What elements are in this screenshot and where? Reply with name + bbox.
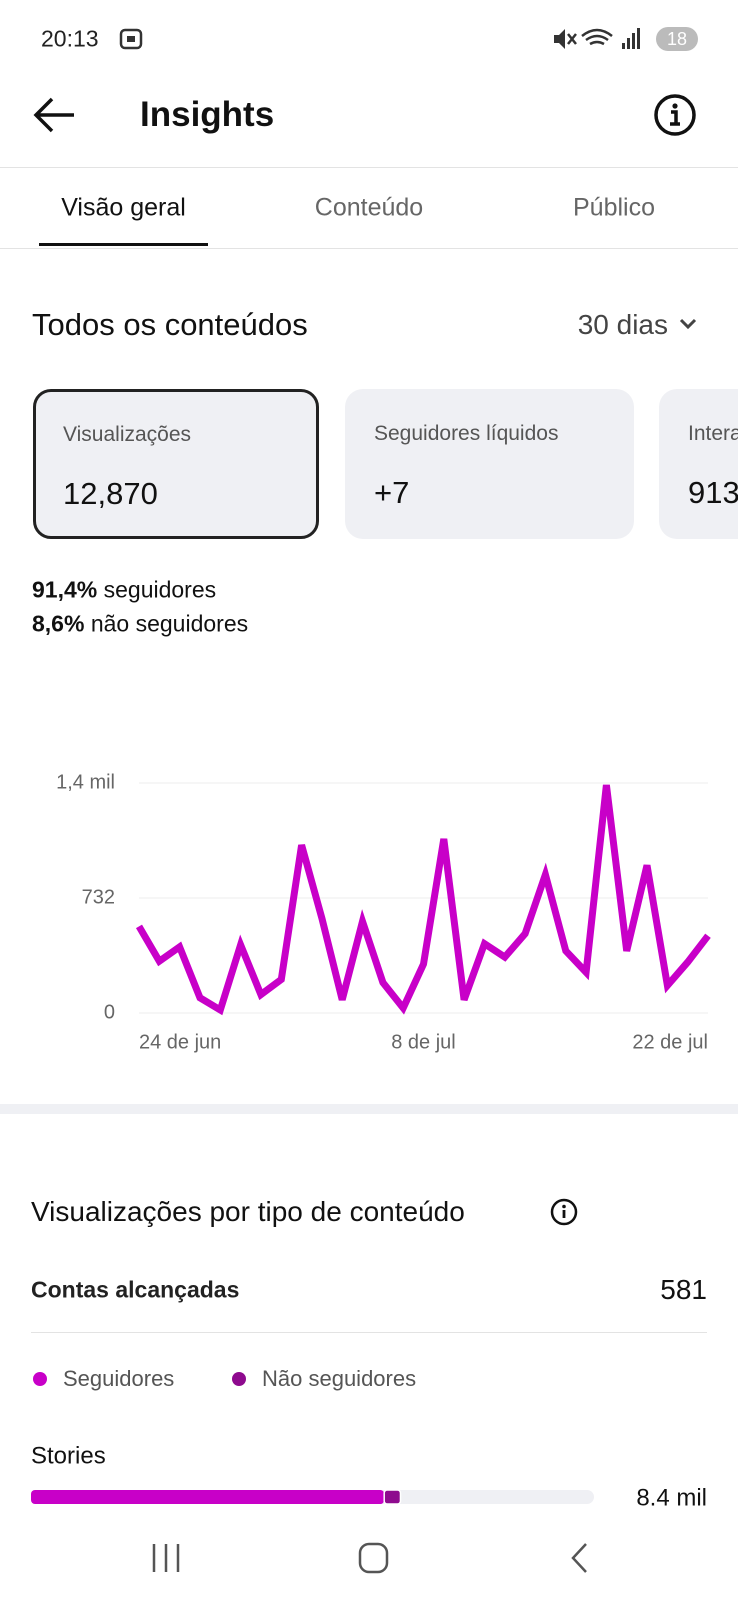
legend-label: Seguidores: [63, 1366, 174, 1391]
x-tick-label: 22 de jul: [632, 1031, 708, 1053]
period-selector[interactable]: 30 dias: [577, 309, 668, 340]
reach-label: Contas alcançadas: [31, 1276, 240, 1303]
audience-label: não seguidores: [90, 610, 249, 637]
legend-dot: [232, 1372, 246, 1386]
line-chart: 0 732 1,4 mil 24 de jun 8 de jul 22 de jul: [56, 771, 711, 1053]
tab[interactable]: Público: [573, 193, 655, 222]
card-value: +7: [374, 475, 410, 510]
battery: 18: [656, 27, 698, 51]
back-nav-button[interactable]: [571, 1543, 587, 1573]
status-icons: [554, 28, 640, 49]
bar-segment: [31, 1490, 385, 1504]
card-value: 12,870: [63, 476, 158, 511]
section-separator: [0, 1104, 738, 1114]
tab-active[interactable]: Visão geral: [61, 193, 186, 222]
tab-indicator: [39, 243, 208, 246]
home-button[interactable]: [358, 1542, 389, 1574]
audience-line: 8,6% não seguidores: [32, 611, 248, 638]
legend-label: Não seguidores: [262, 1366, 416, 1391]
category-label: Stories: [31, 1442, 106, 1469]
card-label: Seguidores líquidos: [374, 422, 559, 445]
nav-bar: [152, 1542, 587, 1574]
section-title: Todos os conteúdos: [32, 307, 308, 342]
card-label: Interações: [688, 422, 738, 445]
card-label: Visualizações: [63, 423, 192, 446]
total-label: 8.4 mil: [636, 1484, 707, 1511]
percent: 8,6%: [32, 610, 85, 637]
metric-card[interactable]: Seguidores líquidos +7: [345, 389, 634, 539]
breakdown-title: Visualizações por tipo de conteúdo: [31, 1196, 465, 1227]
legend-dot: [33, 1372, 47, 1386]
metric-card[interactable]: Interações 913: [659, 389, 738, 539]
recents-button[interactable]: [152, 1544, 180, 1572]
y-tick-label: 732: [82, 886, 115, 908]
screenshot-icon: [119, 28, 143, 50]
page-title: Insights: [140, 95, 275, 134]
y-tick-label: 0: [104, 1001, 115, 1023]
percent: 91,4%: [32, 576, 98, 603]
audience-line: 91,4% seguidores: [32, 577, 216, 604]
bar-segment: [383, 1489, 402, 1505]
x-tick-label: 8 de jul: [391, 1031, 456, 1053]
info-icon[interactable]: [550, 1198, 578, 1226]
audience-label: seguidores: [103, 576, 217, 603]
chevron[interactable]: [678, 316, 698, 332]
divider: [0, 167, 738, 168]
metric-card[interactable]: Visualizações 12,870: [33, 389, 319, 539]
divider: [0, 248, 738, 249]
status-time: 20:13: [41, 25, 99, 52]
bar-chart: Seguidores Não seguidores Stories 8.4 mil: [31, 1366, 707, 1511]
info-button[interactable]: [653, 93, 697, 137]
data-line: [135, 784, 711, 1016]
tab[interactable]: Conteúdo: [314, 193, 424, 222]
reach-value: 581: [660, 1274, 707, 1305]
back-button[interactable]: [30, 95, 78, 135]
card-value: 913: [688, 475, 738, 510]
y-tick-label: 1,4 mil: [56, 771, 115, 793]
x-tick-label: 24 de jun: [139, 1031, 221, 1053]
divider: [31, 1332, 707, 1333]
